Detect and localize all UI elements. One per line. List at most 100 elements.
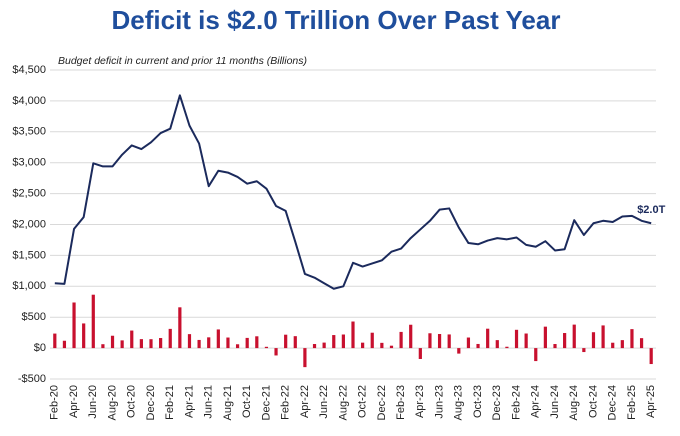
bar [476, 343, 480, 349]
x-tick-label: Jun-23 [433, 385, 445, 419]
bar [120, 340, 124, 349]
bar [553, 344, 557, 349]
bar [563, 333, 567, 349]
y-tick-label: -$500 [18, 373, 46, 385]
bar [255, 336, 259, 349]
bar [447, 334, 451, 349]
bar [495, 340, 499, 349]
x-tick-label: Dec-24 [607, 385, 619, 420]
x-tick-label: Apr-23 [414, 385, 426, 418]
y-tick-label: $4,500 [12, 64, 46, 76]
x-tick-label: Aug-24 [568, 385, 580, 420]
bar [457, 348, 461, 354]
bar [409, 324, 413, 349]
x-tick-label: Feb-24 [510, 385, 522, 420]
bar [437, 334, 442, 349]
x-tick-label: Aug-22 [337, 385, 349, 420]
bar [178, 307, 182, 349]
bar [101, 344, 105, 349]
x-tick-label: Dec-23 [491, 385, 503, 420]
x-tick-label: Oct-21 [241, 385, 253, 418]
x-tick-label: Aug-21 [222, 385, 234, 420]
x-tick-label: Aug-23 [453, 385, 465, 420]
y-tick-label: $3,000 [12, 157, 46, 169]
bar [187, 334, 192, 349]
x-tick-label: Jun-21 [203, 385, 215, 419]
x-tick-label: Oct-24 [587, 385, 599, 418]
bar [341, 334, 345, 349]
bar [197, 339, 201, 349]
x-tick-label: Dec-21 [260, 385, 272, 420]
bar [428, 333, 432, 349]
bar [418, 348, 422, 359]
bar [245, 337, 249, 349]
y-tick-label: $1,000 [12, 280, 46, 292]
bar [466, 337, 471, 349]
bar [380, 342, 384, 349]
bar [82, 323, 86, 349]
bar [72, 302, 76, 349]
x-tick-label: Dec-22 [376, 385, 388, 420]
x-tick-label: Apr-20 [68, 385, 80, 418]
bar [159, 338, 163, 349]
bar [639, 338, 644, 349]
bar [534, 348, 538, 362]
x-tick-label: Jun-24 [549, 385, 561, 419]
bar [91, 294, 95, 349]
y-tick-label: $500 [22, 311, 46, 323]
x-tick-label: Oct-23 [472, 385, 484, 418]
y-tick-label: $0 [34, 342, 46, 354]
bar [505, 346, 509, 349]
x-tick-label: Feb-20 [49, 385, 61, 420]
bar [226, 337, 230, 349]
bar [53, 333, 57, 349]
bar [514, 329, 519, 349]
x-tick-label: Feb-25 [626, 385, 638, 420]
bar [284, 334, 288, 349]
bar [399, 331, 403, 349]
x-tick-label: Oct-22 [357, 385, 369, 418]
bar [389, 345, 394, 349]
bar [139, 339, 143, 349]
bar [543, 326, 547, 349]
bar [322, 342, 326, 349]
y-tick-label: $3,500 [12, 126, 46, 138]
x-tick-label: Apr-25 [645, 385, 657, 418]
bar [361, 342, 365, 349]
x-tick-label: Apr-24 [530, 385, 542, 418]
x-tick-label: Apr-22 [299, 385, 311, 418]
y-tick-label: $2,500 [12, 188, 46, 200]
bar [611, 342, 615, 349]
bar [591, 332, 596, 349]
x-tick-label: Feb-21 [164, 385, 176, 420]
bar [264, 346, 269, 349]
x-tick-label: Jun-22 [318, 385, 330, 419]
bar [370, 332, 374, 349]
bar [303, 348, 307, 368]
bar [601, 325, 605, 349]
bar [572, 324, 576, 349]
bar [332, 335, 336, 349]
bar [110, 335, 115, 349]
bar [351, 321, 355, 349]
bar [274, 348, 278, 356]
bar [235, 344, 240, 349]
bar [486, 328, 490, 349]
bar [216, 329, 220, 349]
bar [649, 348, 653, 365]
x-tick-label: Jun-20 [87, 385, 99, 419]
bar [524, 333, 528, 349]
bar [620, 340, 624, 349]
x-tick-label: Aug-20 [106, 385, 118, 420]
chart-title: Deficit is $2.0 Trillion Over Past Year [112, 5, 561, 35]
bar [207, 337, 211, 349]
y-tick-label: $1,500 [12, 249, 46, 261]
bar [630, 329, 634, 349]
y-tick-label: $2,000 [12, 218, 46, 230]
y-tick-label: $4,000 [12, 95, 46, 107]
bar [130, 330, 134, 349]
line [54, 94, 652, 290]
x-tick-label: Apr-21 [183, 385, 195, 418]
chart-subtitle: Budget deficit in current and prior 11 m… [58, 55, 307, 67]
